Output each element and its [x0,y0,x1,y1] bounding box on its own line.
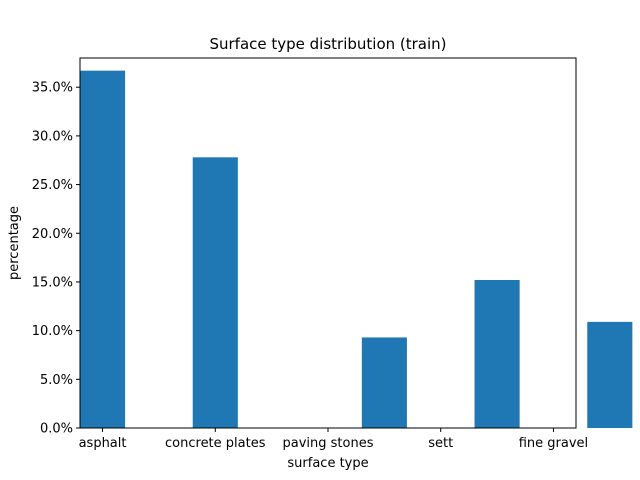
y-tick-label: 35.0% [32,81,73,96]
bar-2 [361,337,407,428]
y-tick-label: 0.0% [40,422,73,437]
bar-1 [192,157,238,428]
chart-title: Surface type distribution (train) [209,35,446,53]
x-axis: asphalt concrete plates paving stones sett f… [79,428,588,451]
x-tick-label: paving stones [283,436,374,451]
y-tick-label: 15.0% [32,275,73,290]
y-axis: 0.0% 5.0% 10.0% 15.0% 20.0% 25.0% 30.0% 35.0% [32,81,80,437]
y-tick-label: 5.0% [40,373,73,388]
x-tick-label: concrete plates [165,436,266,451]
bar-4 [587,321,633,428]
y-tick-label: 20.0% [32,227,73,242]
bar-3 [474,280,520,428]
x-axis-label: surface type [287,456,368,471]
y-tick-label: 10.0% [32,324,73,339]
x-tick-label: asphalt [79,436,127,451]
y-tick-label: 30.0% [32,129,73,144]
y-axis-label: percentage [7,206,22,280]
x-tick-label: fine gravel [519,436,588,451]
y-tick-label: 25.0% [32,178,73,193]
x-tick-label: sett [428,436,453,451]
bars-group [80,70,633,428]
bar-0 [80,70,126,428]
